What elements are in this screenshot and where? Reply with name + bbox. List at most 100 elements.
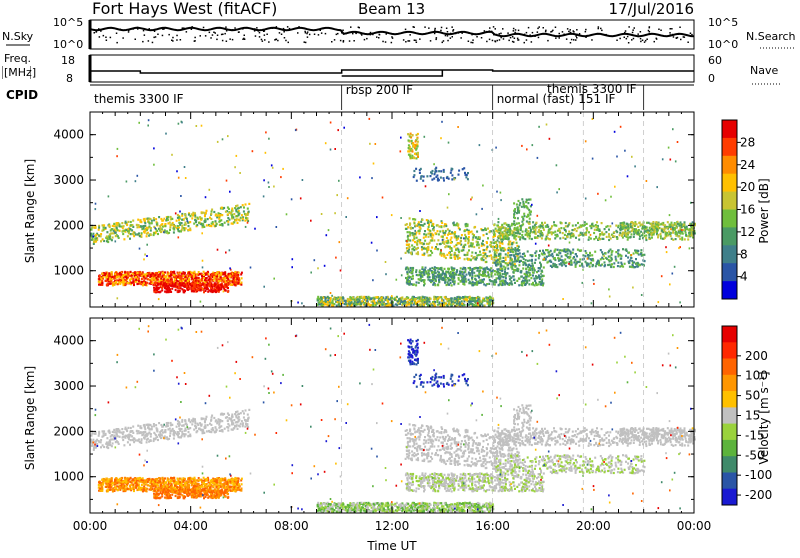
power-point — [434, 305, 436, 307]
power-point — [590, 227, 592, 229]
power-point — [482, 252, 484, 254]
power-point — [131, 282, 133, 284]
power-point — [412, 267, 414, 269]
noise-point — [255, 35, 257, 37]
noise-point — [226, 30, 228, 32]
noise-point — [471, 34, 473, 36]
power-point — [175, 289, 177, 291]
power-point — [466, 254, 468, 256]
power-point — [432, 223, 434, 225]
power-point — [468, 236, 470, 238]
power-point — [521, 283, 523, 285]
power-point — [179, 224, 181, 226]
power-point — [142, 284, 144, 286]
power-point — [130, 221, 132, 223]
power-point — [640, 249, 642, 251]
power-point — [99, 275, 101, 277]
power-point — [189, 287, 191, 289]
noise-point — [331, 41, 333, 43]
noise-point — [637, 36, 639, 38]
power-point — [227, 221, 229, 223]
power-point — [575, 259, 577, 261]
power-point — [439, 243, 441, 245]
power-point — [407, 283, 409, 285]
power-point — [327, 301, 329, 303]
power-point — [408, 281, 410, 283]
power-point — [525, 274, 527, 276]
power-point — [560, 227, 562, 229]
power-point — [196, 277, 198, 279]
power-point — [476, 231, 478, 233]
noise-point — [353, 40, 355, 42]
power-point — [177, 225, 179, 227]
power-point — [330, 297, 332, 299]
noise-point — [210, 37, 212, 39]
noise-point — [576, 37, 578, 39]
noise-point — [640, 38, 642, 40]
power-point — [469, 273, 471, 275]
power-point — [365, 304, 367, 306]
power-point — [227, 206, 229, 208]
power-point — [473, 226, 475, 228]
power-point — [209, 217, 211, 219]
power-point — [433, 229, 435, 231]
power-point — [606, 236, 608, 238]
noise-point — [155, 36, 157, 38]
power-point — [490, 254, 492, 256]
noise-point — [180, 39, 182, 41]
power-point — [207, 218, 209, 220]
power-point — [218, 289, 220, 291]
power-point — [179, 275, 181, 277]
power-point — [499, 261, 501, 263]
power-point — [675, 238, 677, 240]
power-point — [451, 250, 453, 252]
power-point — [458, 277, 460, 279]
power-point — [216, 275, 218, 277]
power-point — [578, 239, 580, 241]
power-point — [413, 176, 415, 178]
power-point — [494, 283, 496, 285]
noise-point — [209, 32, 211, 33]
power-point — [516, 280, 518, 282]
power-point — [411, 248, 413, 250]
power-point — [158, 216, 160, 218]
power-point — [592, 259, 594, 261]
power-point — [522, 267, 524, 269]
noise-point — [277, 40, 279, 42]
power-point — [235, 205, 237, 207]
power-point — [641, 255, 643, 257]
power-point — [554, 237, 556, 239]
power-point — [556, 254, 558, 256]
power-point — [461, 300, 463, 302]
power-point — [488, 283, 490, 285]
power-point — [146, 273, 148, 275]
power-point — [156, 289, 158, 291]
nave-tick-bottom: 0 — [708, 72, 715, 85]
power-point — [493, 259, 495, 261]
power-point — [549, 260, 551, 262]
power-point — [190, 215, 192, 217]
power-point — [455, 305, 457, 307]
noise-point — [103, 35, 105, 37]
power-point — [420, 299, 422, 301]
power-point — [238, 282, 240, 284]
power-point — [522, 280, 524, 282]
power-point — [428, 254, 430, 256]
power-point — [128, 232, 130, 234]
power-point — [489, 231, 491, 233]
noise-point — [238, 32, 240, 34]
noise-point — [391, 42, 393, 44]
noise-point — [500, 33, 502, 35]
power-point — [193, 290, 195, 292]
power-point — [405, 268, 407, 270]
noise-tick-right-bottom: 10^0 — [708, 38, 738, 51]
power-point — [356, 303, 358, 305]
power-point — [485, 229, 487, 231]
power-point — [565, 238, 567, 240]
power-point — [440, 252, 442, 254]
power-point — [235, 210, 237, 212]
power-point — [454, 252, 456, 254]
noise-point — [110, 37, 112, 39]
power-point — [435, 232, 437, 234]
power-point — [177, 214, 179, 216]
